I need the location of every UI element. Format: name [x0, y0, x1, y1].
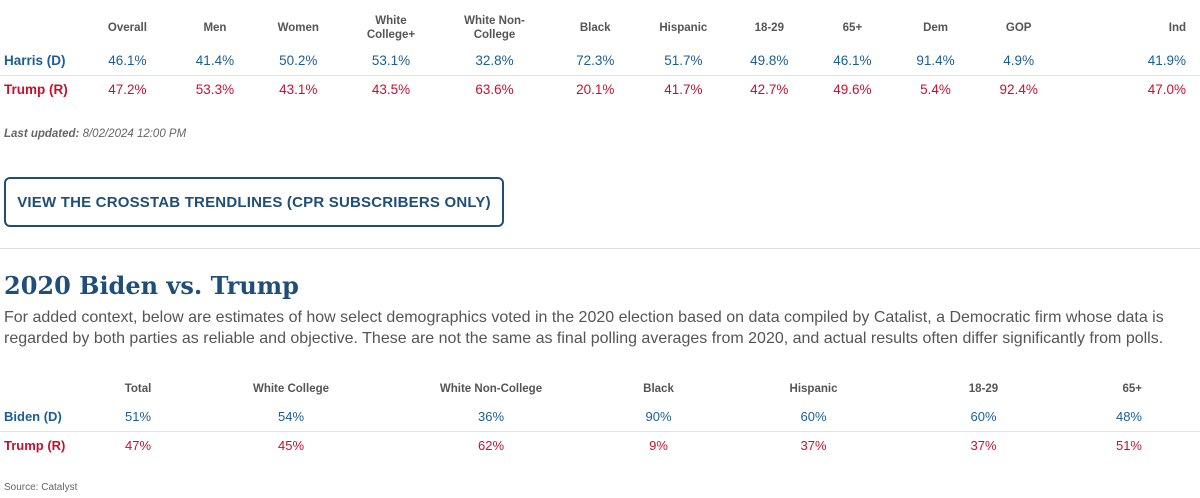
table-cell: 54%: [196, 402, 386, 432]
table-cell: 47%: [124, 438, 152, 454]
column-header: Dem: [894, 10, 977, 46]
table-header-row: Overall Men Women White College+ White Non- Co…: [0, 10, 1200, 46]
table-cell: 46.1%: [77, 46, 178, 76]
table-cell: 72.3%: [551, 46, 639, 76]
table-cell: 60%: [721, 402, 906, 432]
candidate-name: Harris (D): [0, 46, 78, 76]
column-header: GOP: [977, 10, 1060, 46]
column-header-line: College: [473, 29, 516, 41]
table-header-row: Total White College White Non-College Black…: [0, 375, 1200, 402]
column-header-line: Men: [203, 22, 227, 34]
column-header: Ind: [1060, 10, 1200, 46]
table-cell: 36%: [386, 402, 596, 432]
column-header: Hispanic: [639, 10, 728, 46]
column-header: Black: [643, 382, 674, 395]
table-cell: 47.2%: [108, 82, 147, 98]
column-header: Black: [551, 10, 638, 46]
column-header-line: Ind: [1168, 22, 1186, 34]
table-cell: 41.9%: [1060, 46, 1200, 76]
table-cell: 49.6%: [833, 82, 872, 98]
column-header: 65+: [811, 10, 894, 46]
table-cell: 60%: [906, 402, 1061, 432]
last-updated-label: Last updated:: [4, 128, 80, 140]
column-header: White College: [252, 382, 330, 395]
table-cell: 91.4%: [893, 46, 978, 76]
table-cell: 32.8%: [437, 46, 552, 76]
table-cell: 63.6%: [475, 82, 514, 98]
table-cell: 43.5%: [371, 82, 411, 98]
table-cell: 45%: [277, 438, 305, 454]
table-row: Trump (R) 47.2% 53.3% 43.1% 43.5% 63.6% 20.1% 4…: [0, 75, 1200, 104]
section-divider: [0, 248, 1200, 249]
table-cell: 9%: [649, 438, 668, 454]
table-cell: 51%: [1115, 438, 1142, 454]
column-header-line: College+: [366, 29, 416, 41]
table-cell: 90%: [596, 402, 721, 432]
column-header: Men: [178, 10, 252, 46]
last-updated-value: 8/02/2024 12:00 PM: [82, 128, 187, 140]
candidate-name: Biden (D): [0, 402, 80, 432]
column-header-line: Black: [579, 22, 611, 34]
table-cell: 41.4%: [177, 46, 253, 76]
source-note: Source: Catalyst: [4, 482, 78, 493]
column-header-line: Hispanic: [659, 22, 708, 34]
section-intro: For added context, below are estimates o…: [4, 309, 1164, 347]
column-header: Overall: [77, 10, 178, 46]
biden-trump-2020-table: Total White College White Non-College Black…: [0, 375, 1200, 460]
table-cell: 48%: [1061, 402, 1200, 432]
column-header-line: Overall: [107, 22, 147, 34]
column-header: 18-29: [968, 382, 999, 395]
section-title: 2020 Biden vs. Trump: [4, 271, 299, 300]
table-cell: 51.7%: [638, 46, 728, 76]
table-cell: 4.9%: [977, 46, 1061, 76]
column-header: Total: [124, 382, 152, 395]
table-cell: 50.2%: [252, 46, 345, 76]
table-cell: 37%: [970, 438, 997, 454]
table-cell: 62%: [477, 438, 505, 454]
column-header: Hispanic: [789, 382, 838, 395]
table-cell: 53.3%: [195, 82, 235, 98]
column-header: 18-29: [728, 10, 811, 46]
view-crosstab-trendlines-button[interactable]: VIEW THE CROSSTAB TRENDLINES (CPR SUBSCR…: [4, 177, 504, 227]
column-header-line: GOP: [1005, 22, 1032, 34]
candidate-name: Trump (R): [4, 82, 68, 98]
column-header-line: Women: [277, 22, 319, 34]
table-row: Biden (D) 51% 54% 36% 90% 60% 60% 48%: [0, 402, 1200, 432]
table-cell: 46.1%: [810, 46, 894, 76]
table-cell: 5.4%: [920, 82, 951, 98]
table-cell: 51%: [80, 402, 196, 432]
column-header: White Non- College: [438, 10, 552, 46]
column-header-line: 65+: [842, 22, 863, 34]
column-header: Women: [252, 10, 344, 46]
column-header: 65+: [1122, 382, 1142, 395]
column-header: White Non-College: [439, 382, 543, 395]
candidate-name: Trump (R): [4, 438, 66, 454]
column-header: White College+: [344, 10, 437, 46]
table-cell: 43.1%: [279, 82, 318, 98]
table-cell: 49.8%: [727, 46, 811, 76]
column-header-line: 18-29: [754, 22, 784, 34]
column-header-line: White Non-: [464, 15, 525, 27]
crosstab-table-2024: Overall Men Women White College+ White Non- Co…: [0, 10, 1200, 104]
last-updated: Last updated: 8/02/2024 12:00 PM: [4, 128, 186, 140]
table-row: Harris (D) 46.1% 41.4% 50.2% 53.1% 32.8% 72.3%…: [0, 46, 1200, 76]
column-header-line: Dem: [923, 22, 949, 34]
table-cell: 41.7%: [664, 82, 703, 98]
table-cell: 42.7%: [750, 82, 789, 98]
table-cell: 53.1%: [344, 46, 438, 76]
table-row: Trump (R) 47% 45% 62% 9% 37% 37% 51%: [0, 431, 1200, 460]
table-cell: 47.0%: [1147, 82, 1186, 98]
table-cell: 37%: [800, 438, 827, 454]
table-cell: 92.4%: [999, 82, 1038, 98]
column-header-line: White: [375, 15, 407, 27]
table-cell: 20.1%: [576, 82, 615, 98]
